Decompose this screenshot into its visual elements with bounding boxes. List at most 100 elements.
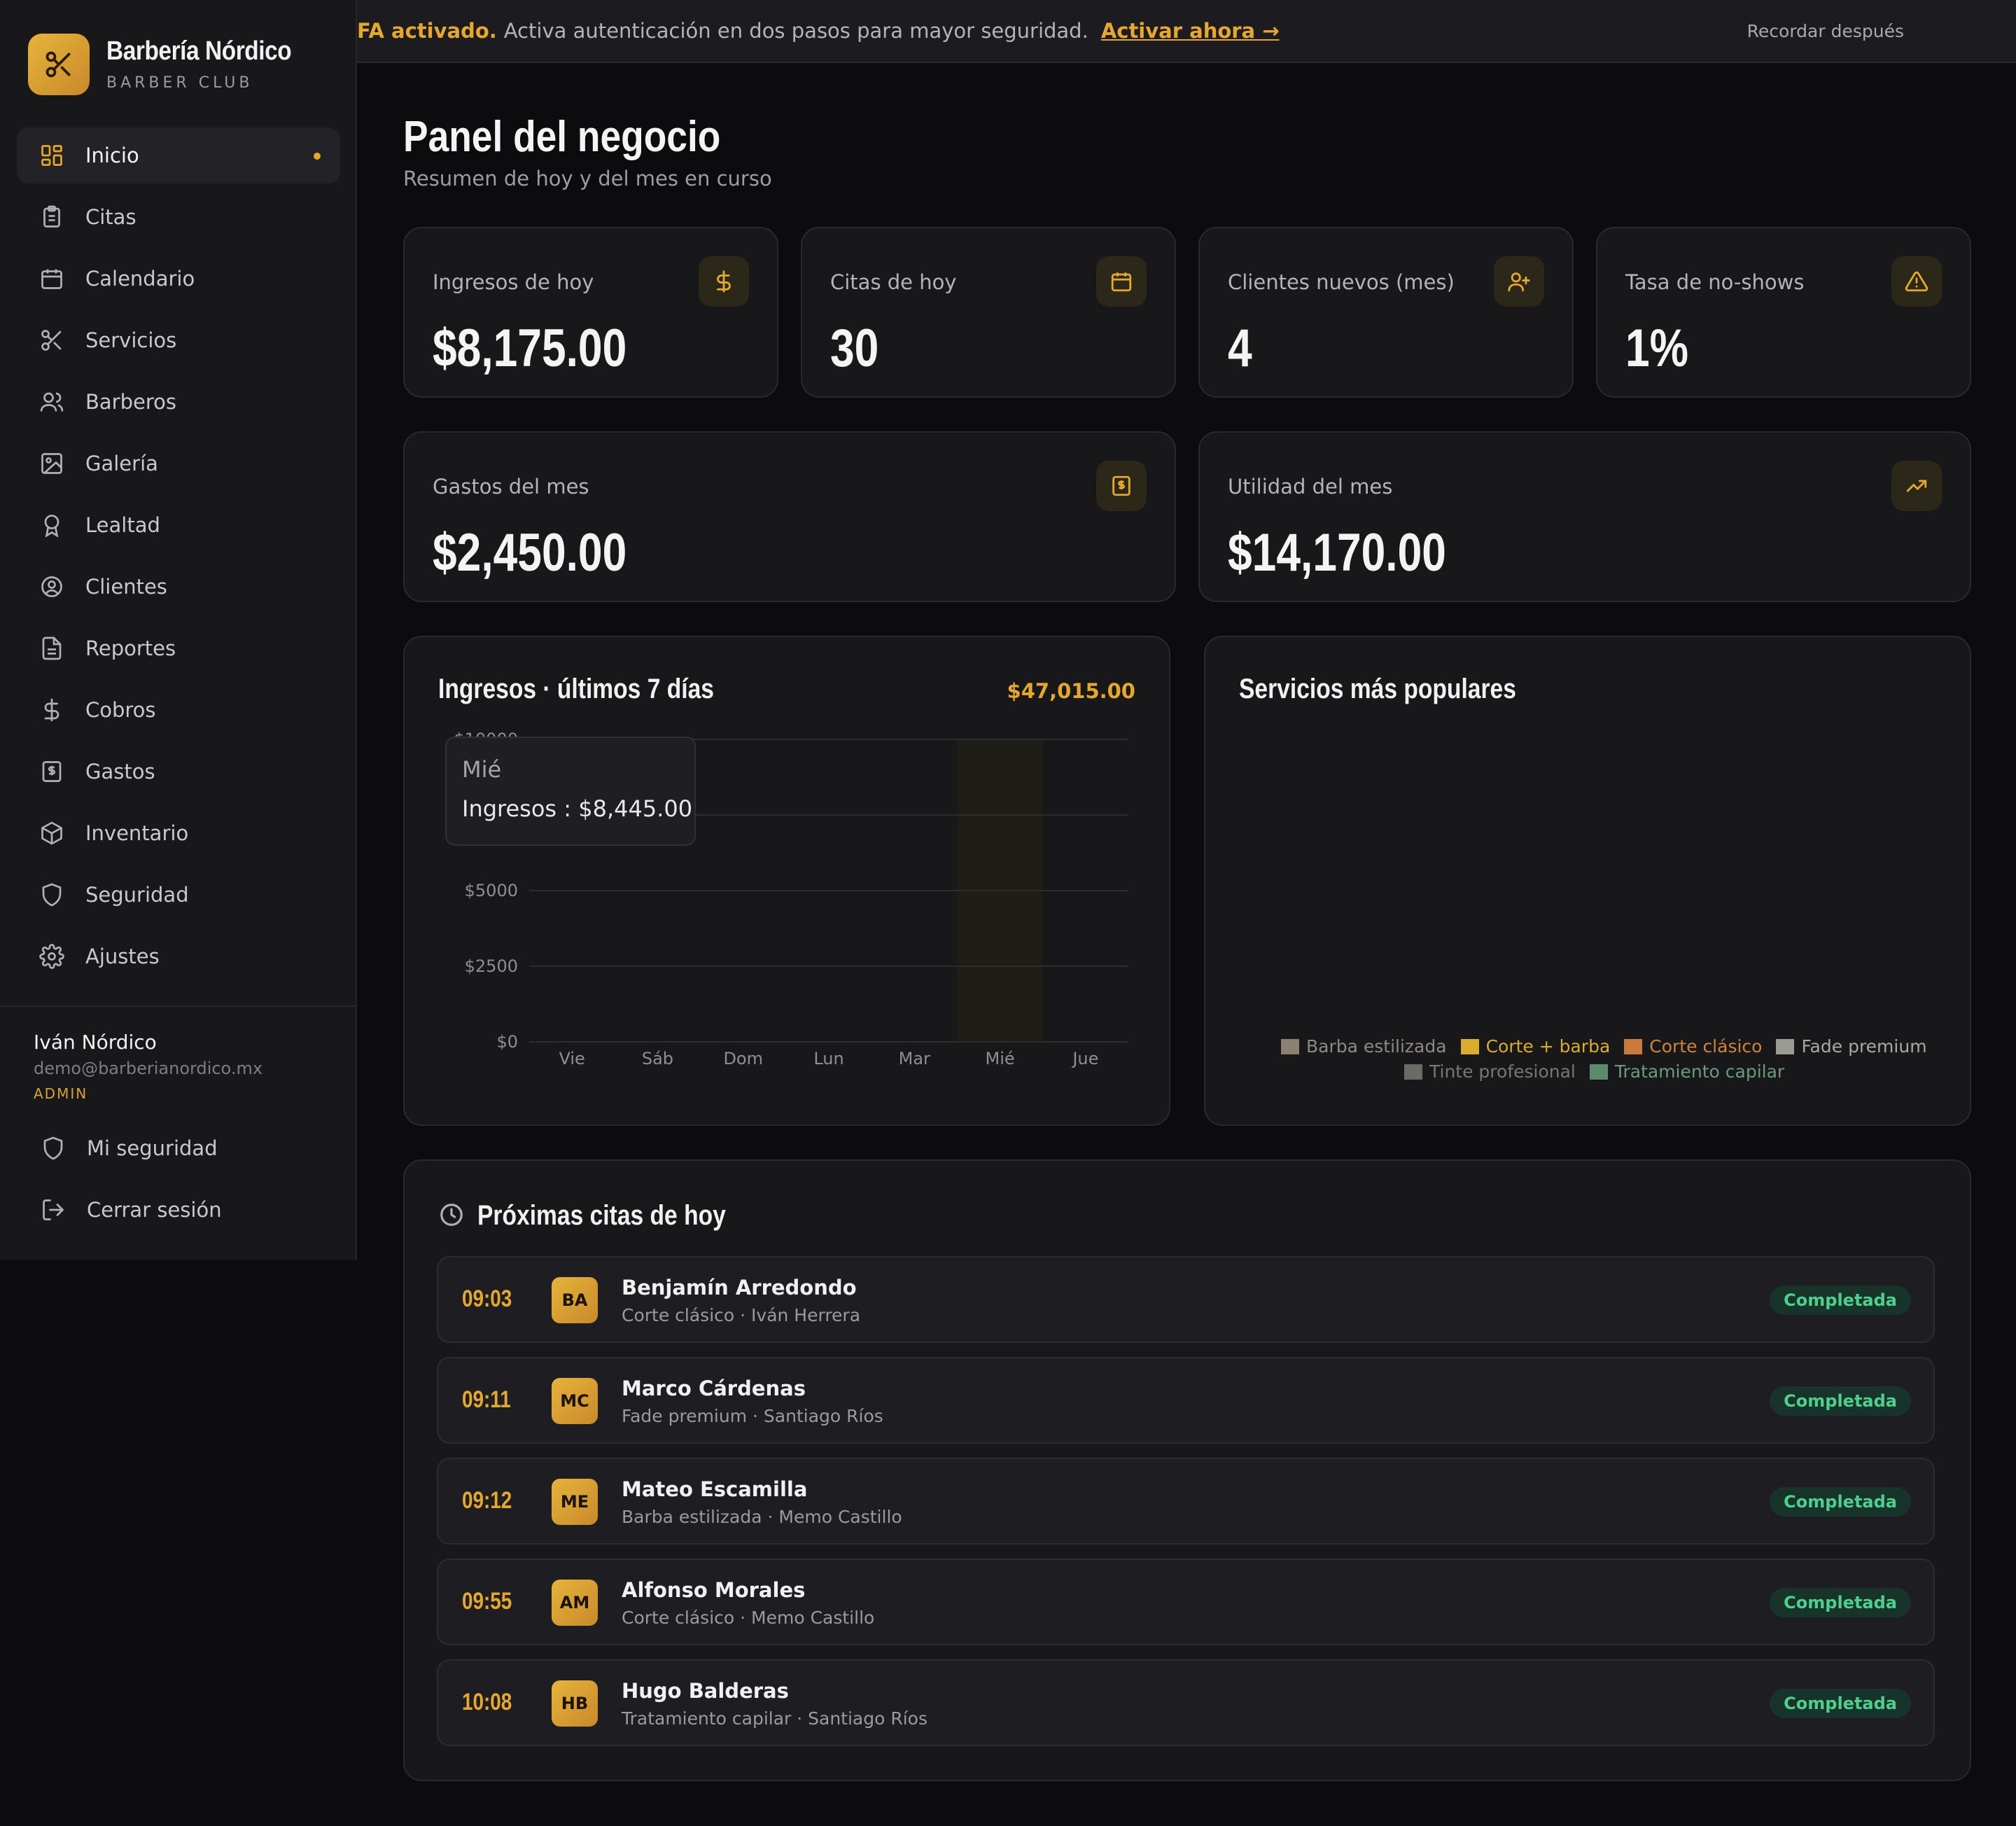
appointment-detail: Corte clásico · Iván Herrera xyxy=(622,1305,861,1325)
my-security-link[interactable]: Mi seguridad xyxy=(39,1127,218,1169)
avatar: HB xyxy=(552,1680,598,1727)
legend-item[interactable]: Barba estilizada xyxy=(1281,1036,1447,1057)
clipboard-icon xyxy=(38,203,66,231)
sidebar-item-gastos[interactable]: Gastos xyxy=(17,744,340,800)
appointment-detail: Fade premium · Santiago Ríos xyxy=(622,1406,883,1426)
sidebar-item-inventario[interactable]: Inventario xyxy=(17,805,340,861)
appointment-detail: Barba estilizada · Memo Castillo xyxy=(622,1507,902,1527)
sidebar: Barbería Nórdico BARBER CLUB Inicio Cita… xyxy=(0,0,357,1260)
sidebar-item-clientes[interactable]: Clientes xyxy=(17,559,340,615)
legend-swatch xyxy=(1281,1038,1299,1054)
brand[interactable]: Barbería Nórdico BARBER CLUB xyxy=(28,34,316,95)
sidebar-item-label: Clientes xyxy=(85,575,167,599)
appointments-title: Próximas citas de hoy xyxy=(477,1200,726,1231)
users-icon xyxy=(38,388,66,416)
client-name: Hugo Balderas xyxy=(622,1679,789,1703)
sidebar-item-citas[interactable]: Citas xyxy=(17,189,340,245)
revenue-chart-title: Ingresos · últimos 7 días xyxy=(438,674,714,704)
sidebar-item-label: Seguridad xyxy=(85,883,189,907)
receipt-icon xyxy=(1096,461,1147,511)
appointment-row[interactable]: 09:03 BA Benjamín Arredondo Corte clásic… xyxy=(437,1256,1935,1343)
kpi-value: $14,170.00 xyxy=(1228,523,1446,583)
user-circle-icon xyxy=(38,573,66,601)
sidebar-item-label: Calendario xyxy=(85,267,195,291)
kpi-label: Citas de hoy xyxy=(830,270,957,294)
legend-item[interactable]: Fade premium xyxy=(1776,1036,1927,1057)
legend-swatch xyxy=(1624,1038,1643,1054)
sidebar-divider xyxy=(0,1005,356,1007)
scissors-icon xyxy=(38,326,66,354)
sidebar-nav: Inicio Citas Calendario Servicios Barber… xyxy=(17,127,340,990)
sidebar-item-servicios[interactable]: Servicios xyxy=(17,312,340,368)
sidebar-item-label: Galería xyxy=(85,452,158,475)
client-name: Benjamín Arredondo xyxy=(622,1276,857,1299)
two-factor-banner: FA activado. Activa autenticación en dos… xyxy=(357,0,2016,63)
status-badge: Completada xyxy=(1770,1285,1911,1315)
sidebar-item-galeria[interactable]: Galería xyxy=(17,435,340,492)
chart-tooltip: Mié Ingresos : $8,445.00 xyxy=(445,737,696,846)
appointment-row[interactable]: 09:11 MC Marco Cárdenas Fade premium · S… xyxy=(437,1357,1935,1444)
gear-icon xyxy=(38,942,66,970)
user-email: demo@barberianordico.mx xyxy=(34,1059,263,1078)
kpi-value: $2,450.00 xyxy=(433,523,627,583)
receipt-icon xyxy=(38,758,66,786)
sidebar-item-label: Citas xyxy=(85,205,136,229)
legend-label: Barba estilizada xyxy=(1306,1036,1447,1057)
dollar-icon xyxy=(38,696,66,724)
calendar-icon xyxy=(1096,256,1147,307)
sidebar-item-cobros[interactable]: Cobros xyxy=(17,682,340,738)
sidebar-item-seguridad[interactable]: Seguridad xyxy=(17,867,340,923)
dollar-icon xyxy=(699,256,749,307)
sidebar-item-label: Inicio xyxy=(85,144,139,167)
tooltip-value: Ingresos : $8,445.00 xyxy=(462,795,693,822)
sidebar-item-calendario[interactable]: Calendario xyxy=(17,251,340,307)
legend-item[interactable]: Corte + barba xyxy=(1460,1036,1610,1057)
kpi-card-monthly-expenses: Gastos del mes $2,450.00 xyxy=(403,431,1176,602)
kpi-card-monthly-profit: Utilidad del mes $14,170.00 xyxy=(1198,431,1971,602)
kpi-card-appointments-today: Citas de hoy 30 xyxy=(801,227,1176,398)
popular-services-card: Servicios más populares xyxy=(1204,636,1971,1126)
legend-item[interactable]: Corte clásico xyxy=(1624,1036,1762,1057)
package-icon xyxy=(38,819,66,847)
clock-icon xyxy=(438,1201,465,1231)
status-badge: Completada xyxy=(1770,1588,1911,1617)
kpi-value: 4 xyxy=(1228,319,1252,378)
appointment-time: 09:12 xyxy=(462,1487,512,1514)
legend-item[interactable]: Tinte profesional xyxy=(1404,1061,1576,1082)
appointment-row[interactable]: 10:08 HB Hugo Balderas Tratamiento capil… xyxy=(437,1659,1935,1746)
sidebar-item-label: Gastos xyxy=(85,760,155,783)
my-security-label: Mi seguridad xyxy=(87,1136,218,1160)
shield-icon xyxy=(39,1134,67,1162)
appointment-detail: Corte clásico · Memo Castillo xyxy=(622,1608,875,1628)
legend-swatch xyxy=(1589,1064,1608,1080)
sidebar-item-ajustes[interactable]: Ajustes xyxy=(17,928,340,984)
kpi-card-revenue-today: Ingresos de hoy $8,175.00 xyxy=(403,227,778,398)
kpi-card-no-show-rate: Tasa de no-shows 1% xyxy=(1596,227,1971,398)
status-badge: Completada xyxy=(1770,1386,1911,1416)
activate-now-link[interactable]: Activar ahora → xyxy=(1100,19,1280,43)
legend-swatch xyxy=(1460,1038,1479,1054)
award-icon xyxy=(38,511,66,539)
page-title: Panel del negocio xyxy=(403,113,721,161)
legend-label: Fade premium xyxy=(1801,1036,1927,1057)
pie-legend-row-2: Tinte profesional Tratamiento capilar xyxy=(1404,1061,1798,1082)
banner-strong-text: FA activado. xyxy=(357,19,497,43)
legend-swatch xyxy=(1776,1038,1795,1054)
legend-label: Tratamiento capilar xyxy=(1614,1061,1785,1082)
sidebar-item-lealtad[interactable]: Lealtad xyxy=(17,497,340,553)
logout-button[interactable]: Cerrar sesión xyxy=(39,1189,222,1231)
kpi-value: $8,175.00 xyxy=(433,319,627,378)
legend-item[interactable]: Tratamiento capilar xyxy=(1589,1061,1785,1082)
sidebar-item-label: Lealtad xyxy=(85,513,160,537)
appointment-row[interactable]: 09:55 AM Alfonso Morales Corte clásico ·… xyxy=(437,1559,1935,1645)
sidebar-item-barberos[interactable]: Barberos xyxy=(17,374,340,430)
appointment-time: 09:03 xyxy=(462,1285,512,1312)
legend-swatch xyxy=(1404,1064,1422,1080)
remind-later-button[interactable]: Recordar después xyxy=(1746,20,1904,41)
sidebar-item-inicio[interactable]: Inicio xyxy=(17,127,340,183)
legend-label: Tinte profesional xyxy=(1429,1061,1576,1082)
appointment-row[interactable]: 09:12 ME Mateo Escamilla Barba estilizad… xyxy=(437,1458,1935,1545)
shield-icon xyxy=(38,881,66,909)
kpi-value: 30 xyxy=(830,319,879,378)
sidebar-item-reportes[interactable]: Reportes xyxy=(17,620,340,676)
